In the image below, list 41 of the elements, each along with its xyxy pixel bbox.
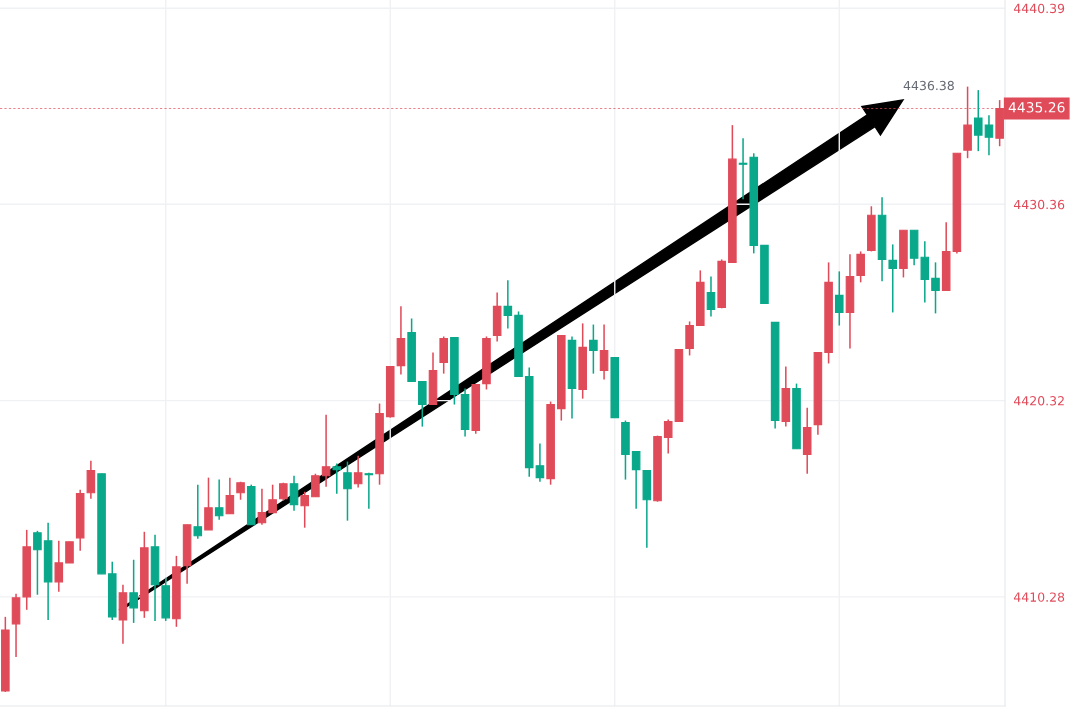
candlestick: [204, 476, 213, 531]
candlestick: [129, 558, 138, 624]
y-tick-label: 4410.28: [1013, 592, 1065, 602]
candlestick: [321, 413, 331, 488]
candlestick: [663, 418, 673, 455]
ref-line-label: 4435.26: [1008, 102, 1065, 113]
candlestick: [86, 459, 96, 500]
candlestick: [984, 114, 994, 157]
candlestick: [300, 490, 310, 529]
candlestick: [257, 488, 267, 526]
y-tick-label: 4440.39: [1013, 3, 1065, 14]
candlestick: [599, 323, 609, 381]
candlestick: [364, 471, 374, 510]
y-tick-label: 4420.32: [1013, 396, 1064, 406]
candlestick: [931, 261, 940, 315]
candlestick: [973, 89, 983, 152]
candlestick: [631, 450, 641, 510]
annotation: 4436.38: [903, 80, 954, 91]
candlestick: [589, 323, 598, 375]
candlestick: [311, 472, 320, 498]
candlestick: [54, 540, 64, 593]
candlestick: [738, 137, 748, 200]
candlestick: [418, 380, 427, 428]
y-tick-label: 4430.36: [1013, 199, 1065, 210]
candlestick: [33, 530, 42, 596]
candlestick: [888, 243, 898, 314]
candlestick: [193, 483, 203, 540]
candlestick: [343, 460, 352, 522]
candlestick: [332, 462, 342, 495]
candlestick: [685, 320, 694, 357]
candlestick: [706, 275, 716, 318]
candlestick: [65, 541, 74, 564]
candlestick: [503, 279, 513, 330]
candlestick: [353, 454, 363, 489]
candlestick: [268, 483, 277, 514]
candlestick: [834, 270, 844, 327]
candlestick: [856, 250, 865, 284]
candlestick: [289, 474, 299, 512]
candlestick: [214, 478, 224, 521]
candlestick: [225, 476, 235, 515]
candlestick: [535, 442, 545, 483]
